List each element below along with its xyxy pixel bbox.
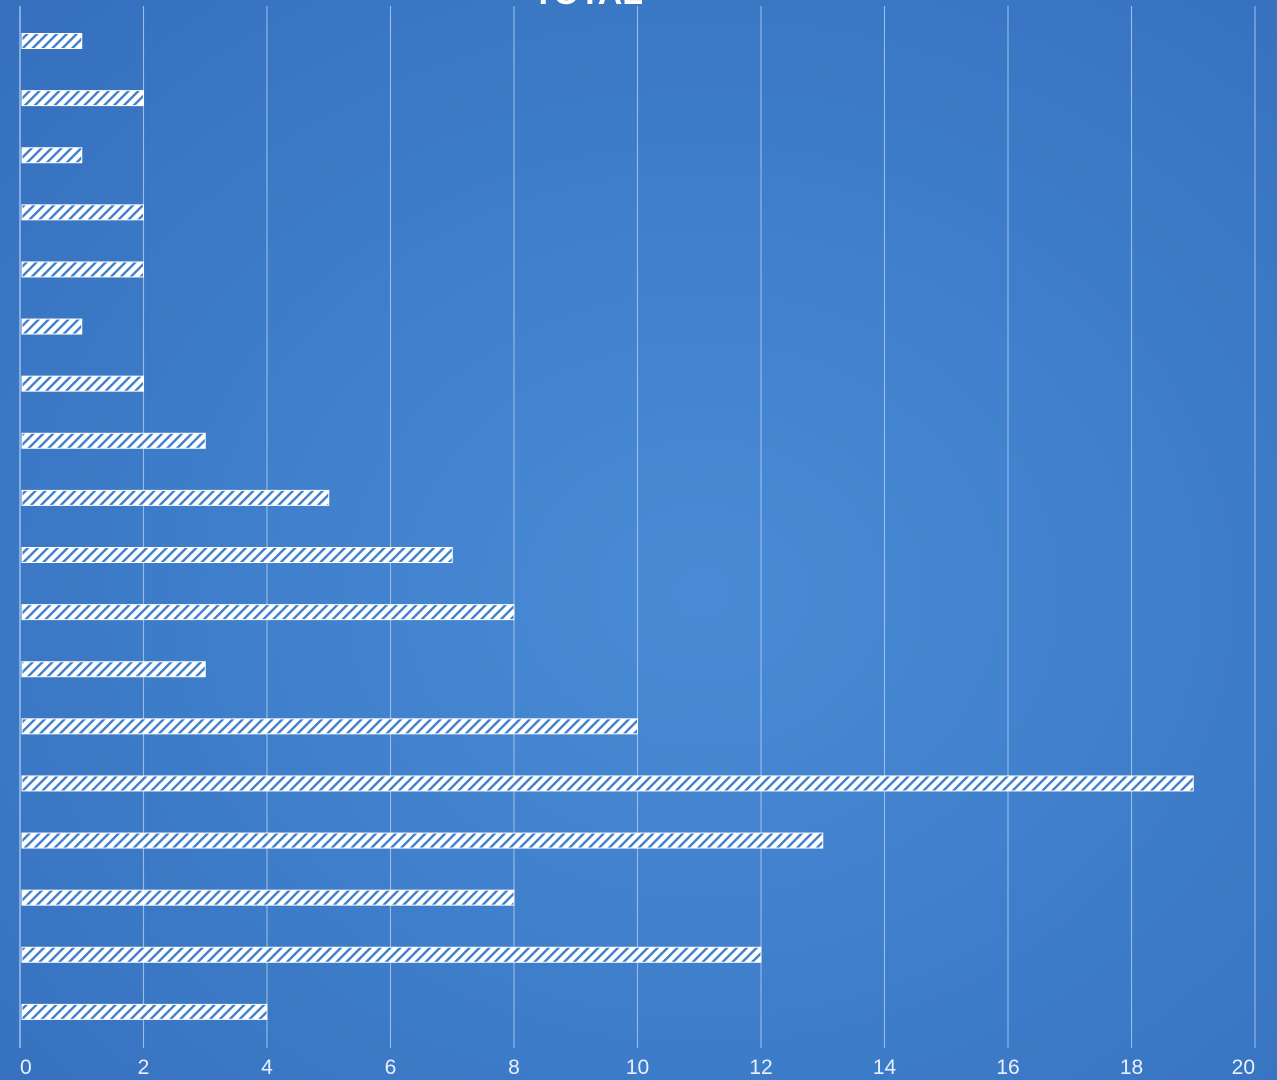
x-tick-label: 14	[873, 1056, 897, 1079]
x-tick-label: 10	[626, 1056, 649, 1079]
bar	[21, 718, 638, 735]
x-tick-label: 2	[138, 1056, 150, 1079]
x-tick-label: 20	[1232, 1056, 1255, 1079]
bar	[21, 661, 206, 678]
chart-title: TOTAL	[533, 0, 643, 12]
x-tick-label: 4	[261, 1056, 273, 1079]
bar	[21, 375, 144, 392]
bar	[21, 489, 330, 506]
x-tick-label: 12	[749, 1056, 772, 1079]
bar	[21, 775, 1194, 792]
bar	[21, 432, 206, 449]
bar	[21, 147, 83, 164]
bar	[21, 547, 453, 563]
bar	[21, 90, 144, 107]
bar	[21, 318, 83, 335]
bar	[21, 604, 515, 621]
bar	[21, 1003, 268, 1020]
x-tick-label: 16	[996, 1056, 1019, 1079]
bar	[21, 261, 144, 278]
x-tick-label: 8	[508, 1056, 520, 1079]
bar	[21, 33, 83, 49]
bar	[21, 946, 762, 963]
bar	[21, 889, 515, 906]
bar	[21, 204, 144, 221]
x-tick-label: 18	[1120, 1056, 1143, 1079]
bar	[21, 832, 824, 849]
x-tick-label: 0	[20, 1056, 32, 1079]
x-tick-label: 6	[385, 1056, 397, 1079]
